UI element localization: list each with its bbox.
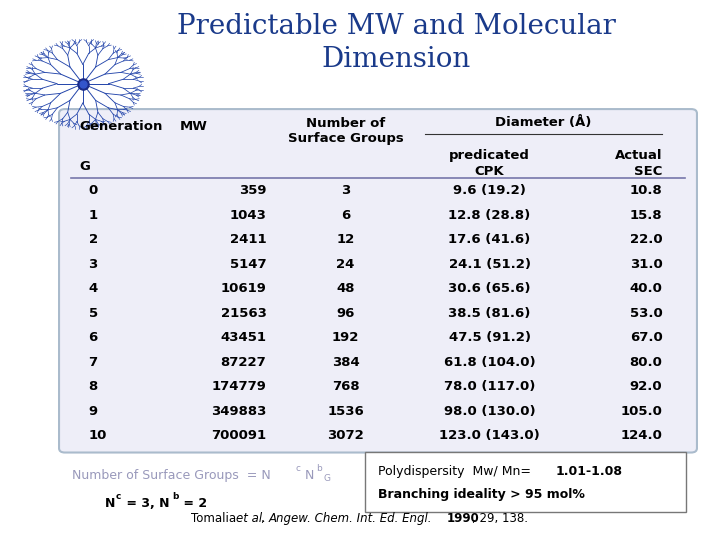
Text: 80.0: 80.0 (629, 356, 662, 369)
Text: 31.0: 31.0 (630, 258, 662, 271)
Text: 1043: 1043 (230, 208, 266, 221)
Text: 87227: 87227 (220, 356, 266, 369)
Text: 24: 24 (336, 258, 355, 271)
Text: 10.8: 10.8 (630, 184, 662, 197)
Text: MW: MW (180, 120, 208, 133)
Text: 384: 384 (332, 356, 359, 369)
Text: Actual
SEC: Actual SEC (615, 149, 662, 178)
Text: 48: 48 (336, 282, 355, 295)
Text: 1: 1 (89, 208, 98, 221)
Text: N: N (104, 497, 114, 510)
Text: 47.5 (91.2): 47.5 (91.2) (449, 331, 531, 344)
Text: 43451: 43451 (220, 331, 266, 344)
Text: 6: 6 (89, 331, 98, 344)
Text: 359: 359 (239, 184, 266, 197)
Text: 6: 6 (341, 208, 350, 221)
Text: 2411: 2411 (230, 233, 266, 246)
Text: Diameter (Å): Diameter (Å) (495, 116, 592, 129)
Text: 9: 9 (89, 405, 98, 418)
Text: 0: 0 (89, 184, 98, 197)
Text: predicated
CPK: predicated CPK (449, 149, 530, 178)
Text: 24.1 (51.2): 24.1 (51.2) (449, 258, 531, 271)
Text: 21563: 21563 (220, 307, 266, 320)
Text: 2: 2 (89, 233, 98, 246)
Text: 105.0: 105.0 (621, 405, 662, 418)
Text: G: G (324, 474, 331, 483)
Text: = 3, N: = 3, N (122, 497, 170, 510)
Text: 3: 3 (89, 258, 98, 271)
Text: 1.01-1.08: 1.01-1.08 (556, 465, 623, 478)
Text: 3072: 3072 (327, 429, 364, 442)
Text: Predictable MW and Molecular
Dimension: Predictable MW and Molecular Dimension (176, 14, 616, 73)
Text: Angew. Chem. Int. Ed. Engl.: Angew. Chem. Int. Ed. Engl. (269, 512, 432, 525)
Text: 124.0: 124.0 (621, 429, 662, 442)
Text: c: c (116, 492, 121, 502)
Text: 7: 7 (89, 356, 98, 369)
Text: 12: 12 (336, 233, 355, 246)
Text: 40.0: 40.0 (629, 282, 662, 295)
Text: b: b (172, 492, 179, 502)
Text: 78.0 (117.0): 78.0 (117.0) (444, 380, 535, 393)
Text: 174779: 174779 (212, 380, 266, 393)
Text: 15.8: 15.8 (630, 208, 662, 221)
Text: Number of Surface Groups  = N: Number of Surface Groups = N (72, 469, 271, 482)
Text: 92.0: 92.0 (630, 380, 662, 393)
Text: 10619: 10619 (220, 282, 266, 295)
Text: Tomalia: Tomalia (191, 512, 240, 525)
Text: 17.6 (41.6): 17.6 (41.6) (449, 233, 531, 246)
Text: Branching ideality > 95 mol%: Branching ideality > 95 mol% (378, 488, 585, 501)
Text: Generation: Generation (79, 120, 163, 133)
Text: 38.5 (81.6): 38.5 (81.6) (449, 307, 531, 320)
Text: 700091: 700091 (211, 429, 266, 442)
Text: G: G (79, 159, 90, 173)
Text: 9.6 (19.2): 9.6 (19.2) (453, 184, 526, 197)
Text: 5: 5 (89, 307, 98, 320)
Text: 1990: 1990 (446, 512, 479, 525)
Text: = 2: = 2 (179, 497, 207, 510)
Text: Polydispersity  Mw/ Mn=: Polydispersity Mw/ Mn= (378, 465, 535, 478)
Text: 12.8 (28.8): 12.8 (28.8) (449, 208, 531, 221)
Text: b: b (316, 464, 322, 474)
Text: 349883: 349883 (211, 405, 266, 418)
FancyBboxPatch shape (59, 109, 697, 453)
Text: 61.8 (104.0): 61.8 (104.0) (444, 356, 536, 369)
Text: 192: 192 (332, 331, 359, 344)
Text: Number of
Surface Groups: Number of Surface Groups (288, 117, 403, 145)
Text: 30.6 (65.6): 30.6 (65.6) (449, 282, 531, 295)
Text: 53.0: 53.0 (630, 307, 662, 320)
Text: 8: 8 (89, 380, 98, 393)
Text: et al.: et al. (236, 512, 266, 525)
Text: c: c (295, 464, 300, 474)
Text: 5147: 5147 (230, 258, 266, 271)
Text: N: N (305, 469, 314, 482)
Text: 96: 96 (336, 307, 355, 320)
Text: ,: , (261, 512, 269, 525)
Text: 3: 3 (341, 184, 350, 197)
Text: 4: 4 (89, 282, 98, 295)
Text: 98.0 (130.0): 98.0 (130.0) (444, 405, 536, 418)
Text: 22.0: 22.0 (630, 233, 662, 246)
FancyBboxPatch shape (365, 452, 686, 512)
Text: 10: 10 (89, 429, 107, 442)
Text: 67.0: 67.0 (630, 331, 662, 344)
Text: 1536: 1536 (327, 405, 364, 418)
Text: , 29, 138.: , 29, 138. (472, 512, 528, 525)
Text: 768: 768 (332, 380, 359, 393)
Text: 123.0 (143.0): 123.0 (143.0) (439, 429, 540, 442)
